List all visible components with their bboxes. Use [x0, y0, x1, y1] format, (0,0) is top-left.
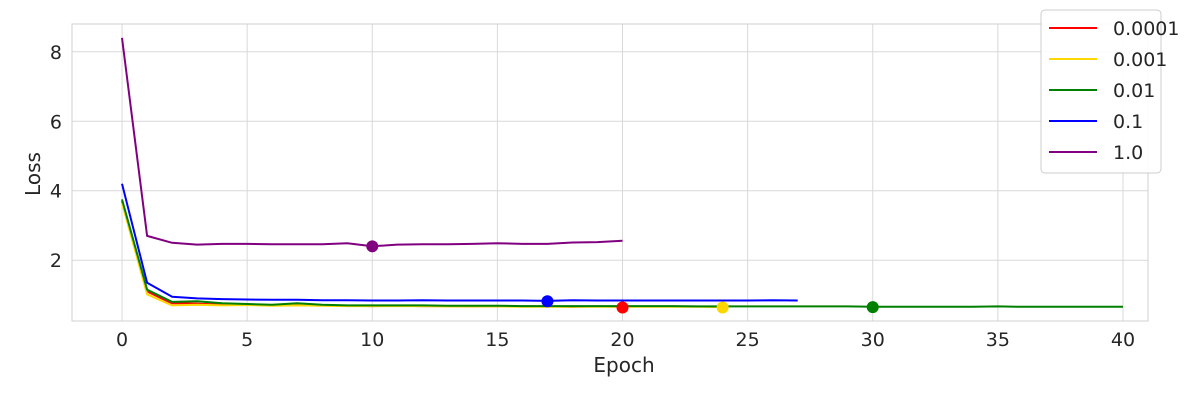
x-axis-label: Epoch [593, 353, 654, 377]
y-tick-labels: 2 4 6 8 [50, 42, 62, 272]
best-marker-0.001 [716, 301, 729, 314]
x-tick-label: 10 [360, 329, 384, 351]
x-tick-label: 15 [485, 329, 509, 351]
legend-label: 0.01 [1113, 80, 1155, 102]
y-axis-label: Loss [21, 152, 45, 196]
x-tick-label: 30 [861, 329, 885, 351]
y-tick-label: 6 [50, 111, 62, 133]
y-tick-label: 8 [50, 42, 62, 64]
best-marker-0.1 [541, 295, 554, 308]
x-tick-label: 0 [116, 329, 128, 351]
legend-label: 0.001 [1113, 49, 1167, 71]
legend: 0.0001 0.001 0.01 0.1 1.0 [1040, 9, 1179, 174]
best-marker-0.0001 [616, 301, 629, 314]
x-tick-labels: 0 5 10 15 20 25 30 35 40 [116, 329, 1135, 351]
best-epoch-markers [366, 240, 879, 314]
legend-label: 1.0 [1113, 142, 1143, 164]
y-tick-label: 2 [50, 250, 62, 272]
best-marker-1.0 [366, 240, 379, 253]
x-tick-label: 20 [610, 329, 634, 351]
best-marker-0.01 [866, 301, 879, 314]
x-tick-label: 35 [986, 329, 1010, 351]
series-line-0.1 [121, 183, 798, 302]
x-tick-label: 40 [1111, 329, 1135, 351]
legend-box [1040, 9, 1162, 174]
y-tick-label: 4 [50, 181, 62, 203]
legend-label: 0.0001 [1113, 18, 1179, 40]
x-tick-label: 25 [736, 329, 760, 351]
plot-background [72, 24, 1148, 321]
legend-label: 0.1 [1113, 111, 1143, 133]
x-tick-label: 5 [241, 329, 253, 351]
